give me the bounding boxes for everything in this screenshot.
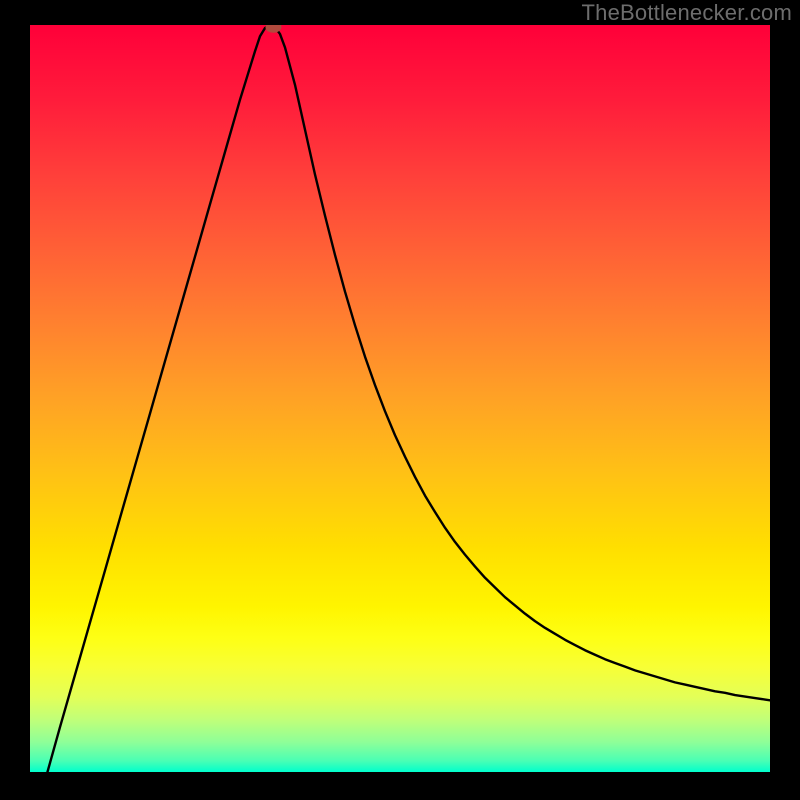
frame-border [770, 0, 800, 800]
frame-border [0, 0, 30, 800]
frame-border [0, 772, 800, 800]
chart-svg [0, 0, 800, 800]
chart-container: TheBottlenecker.com [0, 0, 800, 800]
plot-background [30, 25, 770, 772]
watermark-text: TheBottlenecker.com [582, 0, 792, 26]
